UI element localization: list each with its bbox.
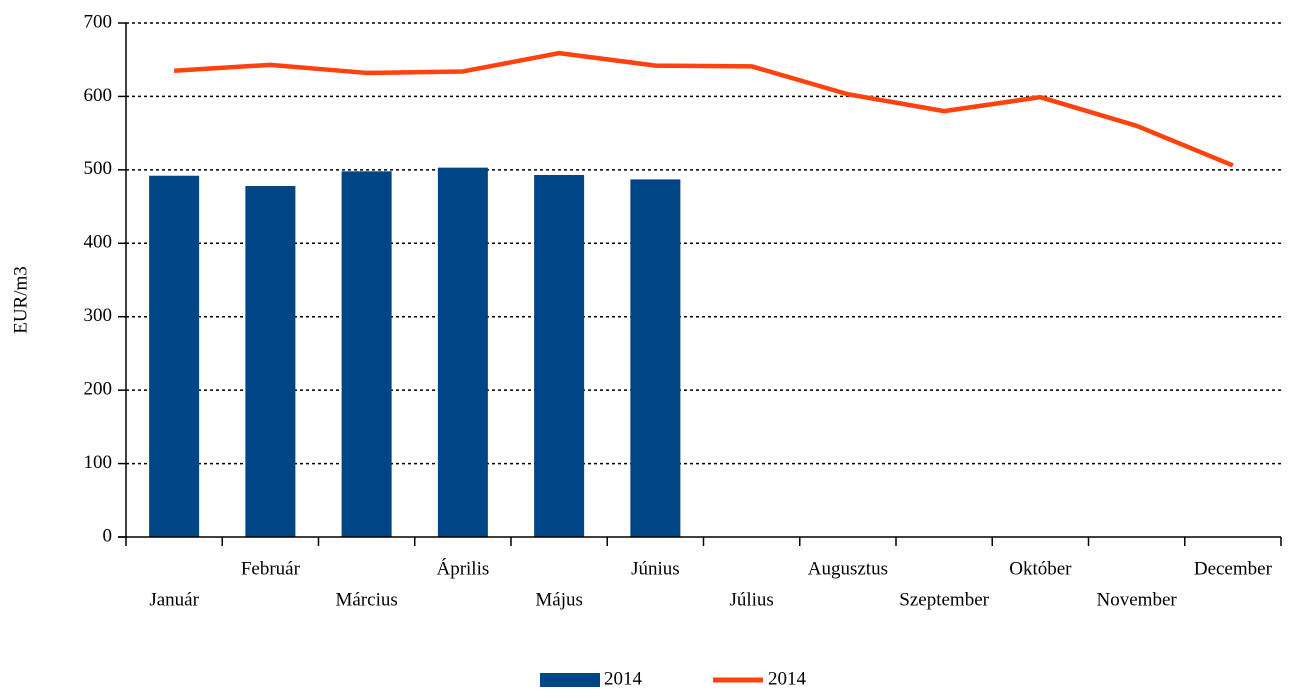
y-tick-label: 500	[84, 158, 113, 179]
bar	[341, 171, 392, 537]
x-tick-label: Július	[729, 589, 773, 610]
legend-label: 2014	[768, 668, 807, 689]
legend-label: 2014	[604, 668, 643, 689]
line	[173, 50, 1234, 168]
bar	[437, 167, 488, 537]
x-tick-label: November	[1097, 589, 1178, 610]
x-tick-label: Április	[436, 557, 489, 579]
y-tick-label: 600	[84, 85, 113, 106]
bar	[534, 174, 585, 538]
bar	[149, 175, 200, 537]
y-tick-label: 300	[84, 305, 113, 326]
y-tick-label: 100	[84, 452, 113, 473]
x-tick-label: Október	[1009, 558, 1072, 579]
y-tick-label: 700	[84, 11, 113, 32]
x-tick-label: Március	[335, 589, 397, 610]
y-tick-label: 0	[103, 525, 113, 546]
legend-swatch	[540, 673, 600, 687]
x-tick-label: Június	[631, 558, 680, 579]
x-tick-label: Január	[149, 589, 199, 610]
y-axis-label: EUR/m3	[10, 266, 31, 334]
x-tick-label: December	[1194, 558, 1273, 579]
y-tick-label: 200	[84, 379, 113, 400]
y-tick-label: 400	[84, 232, 113, 253]
x-tick-label: Május	[535, 589, 583, 610]
x-tick-label: Február	[241, 558, 301, 579]
bar	[630, 179, 681, 537]
bar	[245, 186, 296, 538]
x-tick-label: Augusztus	[808, 558, 888, 579]
x-tick-label: Szeptember	[899, 589, 989, 610]
